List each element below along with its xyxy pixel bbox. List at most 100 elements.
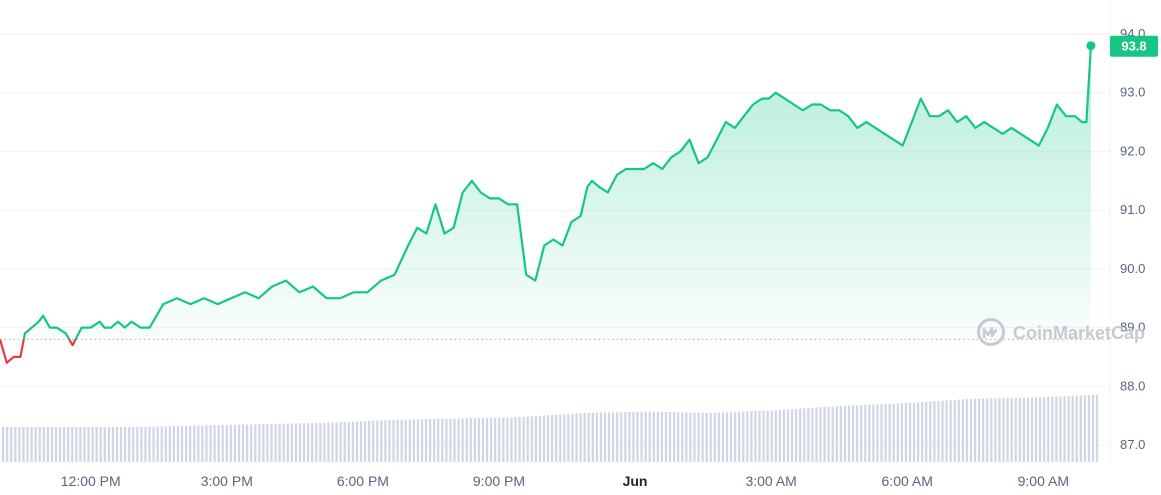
volume-bar (152, 426, 155, 462)
volume-bar (119, 427, 123, 462)
volume-bar (34, 427, 37, 462)
volume-bar (949, 400, 952, 462)
volume-bar (1006, 398, 1009, 462)
volume-bar (851, 405, 855, 462)
volume-bar (929, 401, 932, 462)
volume-bar (103, 427, 106, 462)
volume-bar (124, 427, 127, 462)
volume-bar (172, 426, 176, 462)
x-tick-label: 9:00 PM (473, 473, 525, 489)
price-area (0, 45, 1091, 340)
volume-bar (616, 412, 619, 462)
volume-bar (319, 422, 322, 462)
volume-bar (546, 415, 550, 462)
volume-bar (973, 398, 977, 462)
x-tick-label: Jun (623, 473, 648, 489)
volume-bar (1010, 398, 1013, 462)
volume-bar (209, 425, 212, 462)
volume-bar (563, 414, 566, 462)
volume-bar (595, 412, 598, 462)
volume-bar (311, 423, 314, 462)
volume-bar (176, 426, 180, 462)
volume-bar (384, 420, 387, 462)
volume-bar (917, 402, 920, 462)
volume-bar (510, 417, 513, 462)
last-price-marker: 93.8 (1086, 35, 1158, 57)
volume-bar (575, 413, 578, 462)
volume-bar (612, 412, 615, 462)
volume-bar (307, 423, 310, 462)
y-tick-label: 93.0 (1120, 85, 1145, 100)
volume-bar (396, 419, 399, 462)
price-line (0, 45, 1092, 364)
volume-bar (668, 412, 672, 462)
volume-bar (107, 427, 110, 462)
last-price-badge (1110, 35, 1158, 57)
volume-bar (140, 426, 143, 462)
volume-bar (433, 419, 436, 462)
price-line-up (0, 45, 1092, 340)
volume-bar (225, 424, 228, 462)
volume-bar (790, 409, 794, 462)
volume-bar (734, 411, 737, 462)
volume-bar (10, 427, 13, 462)
volume-bar (583, 412, 586, 462)
volume-bar (193, 425, 196, 462)
volume-bar (420, 419, 424, 462)
volume-bar (555, 414, 558, 462)
volume-bar (1091, 394, 1095, 462)
volume-bar (502, 417, 505, 462)
x-tick-label: 12:00 PM (61, 473, 121, 489)
volume-bar (762, 410, 765, 462)
volume-bar (990, 398, 993, 462)
volume-bar (372, 420, 375, 462)
volume-bar (79, 427, 82, 462)
volume-bar (58, 427, 62, 462)
volume-bar (327, 422, 330, 462)
coinmarketcap-logo-icon (977, 318, 1005, 346)
volume-bar (847, 405, 851, 462)
volume-bar (827, 406, 830, 462)
volume-bar (168, 426, 171, 462)
volume-bar (640, 411, 643, 462)
volume-bar (807, 408, 810, 462)
y-tick-label: 87.0 (1120, 437, 1145, 452)
volume-bar (87, 427, 90, 462)
volume-bar (339, 422, 342, 462)
volume-bar (636, 411, 639, 462)
volume-bar (54, 427, 58, 462)
volume-bar (831, 406, 834, 462)
x-axis: 12:00 PM 3:00 PM 6:00 PM 9:00 PM Jun 3:00 AM 6… (61, 473, 1069, 489)
volume-bar (912, 402, 916, 462)
volume-bar (518, 417, 521, 462)
volume-bar (538, 415, 542, 462)
volume-bar (888, 403, 891, 462)
volume-bar (872, 404, 875, 462)
volume-bar (961, 399, 964, 462)
volume-bar (677, 412, 680, 462)
volume-bar (42, 427, 45, 462)
volume-bar (485, 417, 489, 462)
volume-bar (205, 425, 208, 462)
volume-bar (579, 413, 582, 462)
volume-bar (746, 411, 749, 462)
volume-bar (363, 421, 367, 462)
y-tick-label: 92.0 (1120, 143, 1145, 158)
volume-bar (506, 417, 509, 462)
volume-bar (262, 424, 265, 462)
volume-bar (14, 427, 17, 462)
volume-bar (250, 424, 253, 462)
volume-bar (571, 413, 574, 462)
volume-bar (819, 407, 822, 462)
volume-bar (71, 427, 74, 462)
volume-bar (1087, 395, 1091, 462)
volume-bar (437, 418, 440, 462)
volume-bar (376, 420, 379, 462)
volume-bar (1071, 395, 1074, 462)
y-tick-label: 88.0 (1120, 378, 1145, 393)
volume-bar (404, 419, 407, 462)
volume-bar (46, 427, 49, 462)
volume-bar (26, 427, 29, 462)
volume-bar (607, 412, 611, 462)
